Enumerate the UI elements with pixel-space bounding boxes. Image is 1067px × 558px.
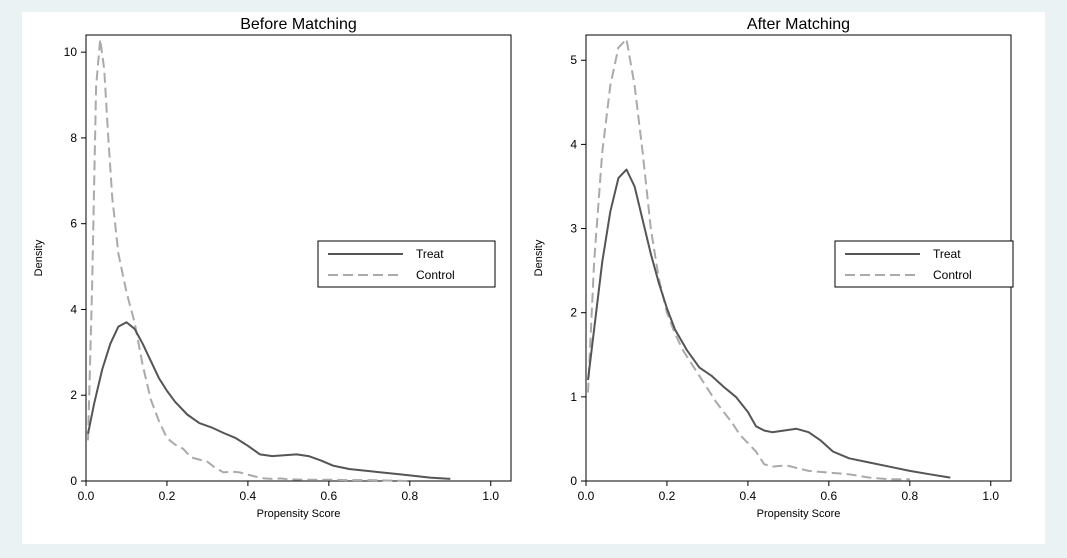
y-tick-label: 4 <box>570 137 577 151</box>
y-tick-label: 1 <box>570 390 577 404</box>
series-line-control <box>87 38 410 482</box>
y-tick-label: 2 <box>70 388 77 402</box>
x-tick-label: 1.0 <box>982 489 999 503</box>
x-tick-label: 0.4 <box>740 489 757 503</box>
y-axis-label: Density <box>533 239 545 276</box>
legend: Treat Control <box>834 240 1014 288</box>
chart-panel-2: After Matching 0.0 0.2 0.4 0.6 0.8 1.0 0 1 2 3 4 5 Pr… <box>533 16 1014 520</box>
x-axis-label: Propensity Score <box>757 508 841 520</box>
x-tick-label: 0.4 <box>240 489 257 503</box>
x-tick-label: 1.0 <box>482 489 499 503</box>
x-tick-label: 0.2 <box>159 489 176 503</box>
x-axis-label: Propensity Score <box>257 508 341 520</box>
y-tick-label: 8 <box>70 131 77 145</box>
x-tick-label: 0.8 <box>901 489 918 503</box>
x-tick-label: 0.6 <box>321 489 338 503</box>
x-tick-label: 0.6 <box>821 489 838 503</box>
legend-label-treat: Treat <box>416 247 444 261</box>
plot-frame <box>85 34 512 482</box>
x-tick-label: 0.0 <box>78 489 95 503</box>
y-tick-label: 2 <box>570 306 577 320</box>
legend-label-control: Control <box>933 268 972 282</box>
y-tick-label: 0 <box>570 474 577 488</box>
series-line-treat <box>87 321 451 480</box>
legend: Treat Control <box>317 240 496 288</box>
legend-label-control: Control <box>416 268 455 282</box>
y-tick-label: 0 <box>70 474 77 488</box>
y-tick-label: 3 <box>570 222 577 236</box>
y-tick-label: 6 <box>70 217 77 231</box>
y-tick-label: 4 <box>70 302 77 316</box>
chart-title: After Matching <box>747 16 850 33</box>
x-tick-label: 0.8 <box>401 489 418 503</box>
y-tick-label: 5 <box>570 53 577 67</box>
series-line-control <box>587 38 910 481</box>
legend-box <box>317 240 496 288</box>
y-tick-label: 10 <box>64 45 78 59</box>
figure-panel: Before Matching 0.0 0.2 0.4 0.6 0.8 1.0 0 2 4 6 8 10… <box>22 12 1045 544</box>
legend-box <box>834 240 1014 288</box>
chart-title: Before Matching <box>240 16 357 33</box>
series-line-treat <box>587 168 951 479</box>
x-tick-label: 0.2 <box>659 489 676 503</box>
y-axis-label: Density <box>33 239 45 276</box>
legend-label-treat: Treat <box>933 247 961 261</box>
x-tick-label: 0.0 <box>578 489 595 503</box>
chart-panel-1: Before Matching 0.0 0.2 0.4 0.6 0.8 1.0 0 2 4 6 8 10… <box>33 16 512 520</box>
